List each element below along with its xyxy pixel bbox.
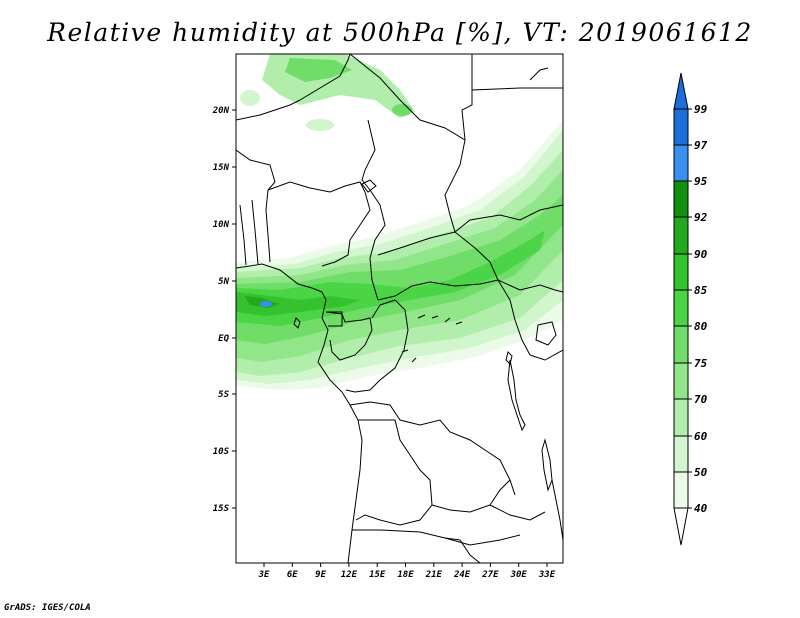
border-drc-south [349,401,516,496]
longitude-axis: 3E 6E 9E 12E 15E 18E 21E 24E 27E 30E 33E [258,563,556,580]
colorbar-label: 97 [694,139,708,152]
humidity-field [236,54,563,390]
colorbar-segment [673,108,689,146]
lat-tick-label: 15N [213,163,230,173]
border-namibia [352,529,481,563]
lon-tick-label: 27E [481,570,499,580]
lon-tick-label: 12E [341,570,358,580]
credit-text: GrADS: IGES/COLA [4,603,91,613]
lon-tick-label: 33E [538,570,556,580]
border-mozambique [551,479,563,541]
colorbar-segment [673,180,689,218]
colorbar-segment [673,435,689,473]
lat-tick-label: 15S [213,504,230,514]
colorbar-label: 90 [694,248,708,261]
border-niger-libya [299,54,351,101]
colorbar-label: 85 [694,284,708,297]
colorbar-label: 40 [694,502,708,515]
border-congo-drc [345,299,409,393]
colorbar-label: 99 [694,103,708,116]
latitude-axis: 20N 15N 10N 5N EQ 5S 10S 15S [212,106,236,514]
lake-chad [361,179,377,193]
lat-tick-label: 10S [213,447,230,457]
lake-kivu [505,351,513,365]
border-benin [265,189,271,263]
lon-tick-label: 18E [397,570,414,580]
border-nigeria-east [321,191,371,267]
colorbar-label: 80 [694,320,708,333]
border-uganda [497,279,531,356]
lat-tick-label: EQ [218,334,229,344]
island-bioko [293,317,301,329]
border-botswana [444,534,521,546]
nile-delta [529,67,549,81]
lon-tick-label: 3E [258,570,270,580]
border-sudan-south [454,204,563,233]
border-mali-niger [236,149,276,191]
colorbar-label: 75 [694,357,708,370]
colorbar-segment [673,144,689,182]
colorbar-label: 50 [694,466,708,479]
lon-tick-label: 21E [425,570,443,580]
border-gabon [325,311,373,361]
humidity-northwest-spot [240,90,260,106]
humidity-north-spot [392,104,412,116]
border-egypt-sudan [471,87,563,91]
plot-frame [235,53,564,564]
border-zimbabwe [489,504,546,521]
lon-tick-label: 6E [287,570,298,580]
colorbar-segment [673,325,689,364]
country-borders [236,54,563,563]
lat-tick-label: 5N [218,277,229,287]
lake-tanganyika [507,359,526,432]
lon-tick-label: 9E [315,570,326,580]
colorbar-bottom-arrow [673,507,689,546]
coastline-west-africa [236,263,363,563]
colorbar-segment [673,289,689,327]
lon-tick-label: 15E [369,570,386,580]
border-chad-west [361,179,386,301]
lat-tick-label: 20N [212,106,230,116]
humidity-north-patch-inner [285,58,352,82]
river-mid-marks [401,349,417,363]
lon-tick-label: 30E [510,570,528,580]
lat-tick-label: 5S [218,390,229,400]
border-kenya [519,284,563,293]
lake-victoria [535,321,557,346]
border-chad-east [444,139,466,233]
border-nigeria-north [267,181,366,193]
colorbar-segment [673,398,689,437]
border-togo [251,199,259,265]
border-car-south [377,279,521,301]
humidity-band-85 [236,292,360,316]
border-libya-sudan [461,54,473,141]
colorbar-label: 60 [694,430,708,443]
colorbar-segment [673,216,689,255]
border-tanzania [529,349,563,361]
border-angola-zambia [355,419,433,526]
colorbar: 99 97 95 92 90 85 80 75 70 60 50 40 [673,72,708,546]
lat-tick-label: 10N [213,220,230,230]
colorbar-label: 95 [694,175,708,188]
border-chad-libya [349,54,466,141]
lon-tick-label: 24E [453,570,471,580]
colorbar-top-arrow [673,72,689,110]
map-title: Relative humidity at 500hPa [%], VT: 201… [47,18,753,47]
border-niger-algeria [236,99,301,121]
lake-malawi [541,438,553,492]
border-zambia-south [431,479,511,513]
humidity-core-95 [260,301,272,307]
humidity-north-spot-2 [306,119,334,131]
colorbar-label: 70 [694,393,708,406]
border-ghana [239,204,247,266]
border-chad-niger [361,119,376,181]
colorbar-segment [673,362,689,400]
border-eq-guinea [326,311,343,327]
colorbar-label: 92 [694,211,708,224]
colorbar-segment [673,471,689,509]
river-congo-marks [417,314,463,325]
colorbar-segment [673,253,689,291]
